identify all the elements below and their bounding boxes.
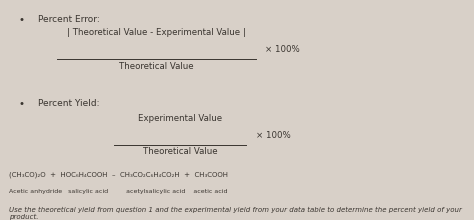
Text: Acetic anhydride   salicylic acid         acetylsalicylic acid    acetic acid: Acetic anhydride salicylic acid acetylsa…	[9, 189, 228, 194]
Text: | Theoretical Value - Experimental Value |: | Theoretical Value - Experimental Value…	[67, 28, 246, 37]
Text: Percent Error:: Percent Error:	[38, 15, 100, 24]
Text: •: •	[19, 15, 25, 25]
Text: Experimental Value: Experimental Value	[138, 114, 222, 123]
Text: (CH₃CO)₂O  +  HOC₆H₄COOH  –  CH₃CO₂C₆H₄CO₂H  +  CH₃COOH: (CH₃CO)₂O + HOC₆H₄COOH – CH₃CO₂C₆H₄CO₂H …	[9, 172, 228, 178]
Text: Theoretical Value: Theoretical Value	[119, 62, 194, 71]
Text: × 100%: × 100%	[265, 45, 300, 54]
Text: Theoretical Value: Theoretical Value	[143, 147, 218, 156]
Text: Use the theoretical yield from question 1 and the experimental yield from your d: Use the theoretical yield from question …	[9, 207, 462, 220]
Text: Percent Yield:: Percent Yield:	[38, 99, 100, 108]
Text: × 100%: × 100%	[256, 131, 291, 140]
Text: •: •	[19, 99, 25, 109]
